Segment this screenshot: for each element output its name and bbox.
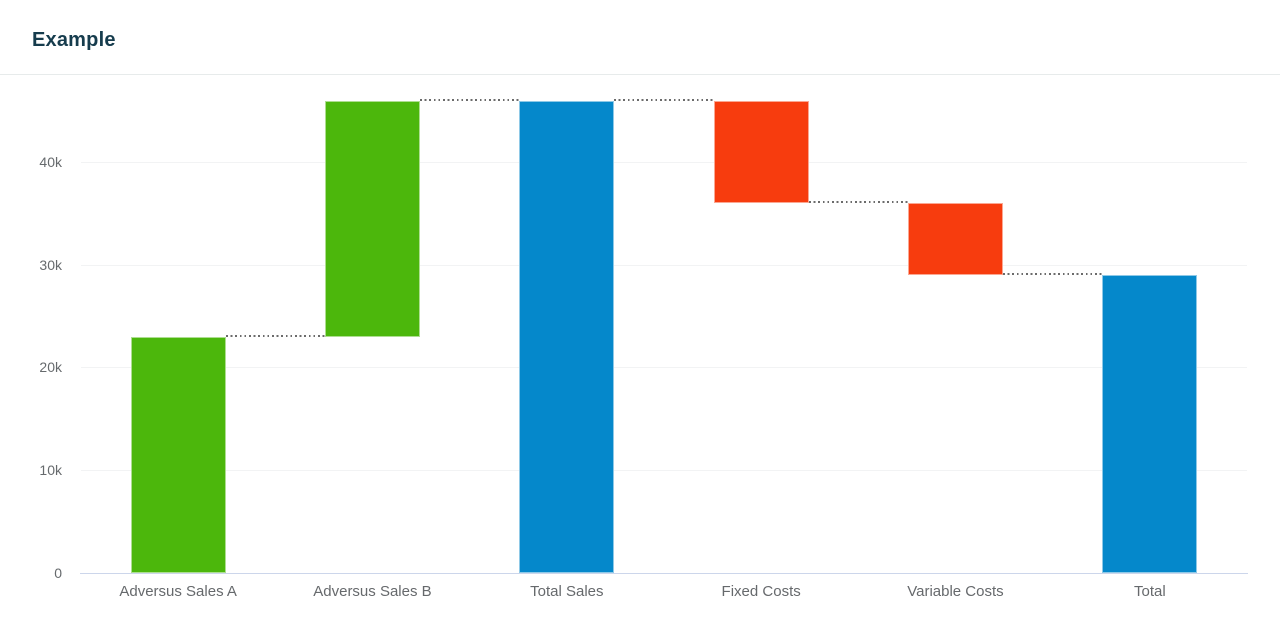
- connector-line: [420, 98, 520, 101]
- x-category-label: Adversus Sales B: [313, 583, 432, 600]
- connector-line: [1003, 273, 1103, 275]
- x-category-label: Total Sales: [530, 583, 604, 600]
- gridline: [81, 162, 1247, 164]
- x-category-label: Adversus Sales A: [119, 583, 237, 600]
- waterfall-chart: 0 10k 20k 30k 40k Adversus Sales A Adversus Sa…: [0, 75, 1280, 632]
- y-tick-label: 10k: [39, 461, 62, 478]
- bar-total-sales[interactable]: [519, 100, 615, 573]
- y-tick-label: 20k: [39, 359, 62, 376]
- connector-line: [225, 334, 325, 337]
- x-axis-line: [80, 572, 1248, 574]
- y-tick-label: 30k: [39, 256, 62, 273]
- bar-fixed-costs[interactable]: [713, 100, 809, 204]
- y-tick-label: 0: [54, 564, 62, 581]
- gridline: [81, 367, 1247, 369]
- bar-adversus-sales-a[interactable]: [130, 336, 226, 573]
- connector-line: [614, 98, 714, 101]
- bar-total[interactable]: [1102, 275, 1198, 573]
- panel-header: Example: [0, 0, 1280, 75]
- x-category-label: Total: [1133, 583, 1166, 600]
- bar-adversus-sales-b[interactable]: [325, 100, 420, 337]
- connector-line: [808, 201, 908, 204]
- gridline: [81, 264, 1247, 266]
- gridline: [81, 469, 1247, 471]
- y-tick-label: 40k: [39, 154, 62, 171]
- x-category-label: Variable Costs: [907, 583, 1004, 600]
- chart-title: Example: [32, 28, 116, 51]
- x-category-label: Fixed Costs: [721, 583, 801, 600]
- bar-variable-costs[interactable]: [908, 203, 1003, 275]
